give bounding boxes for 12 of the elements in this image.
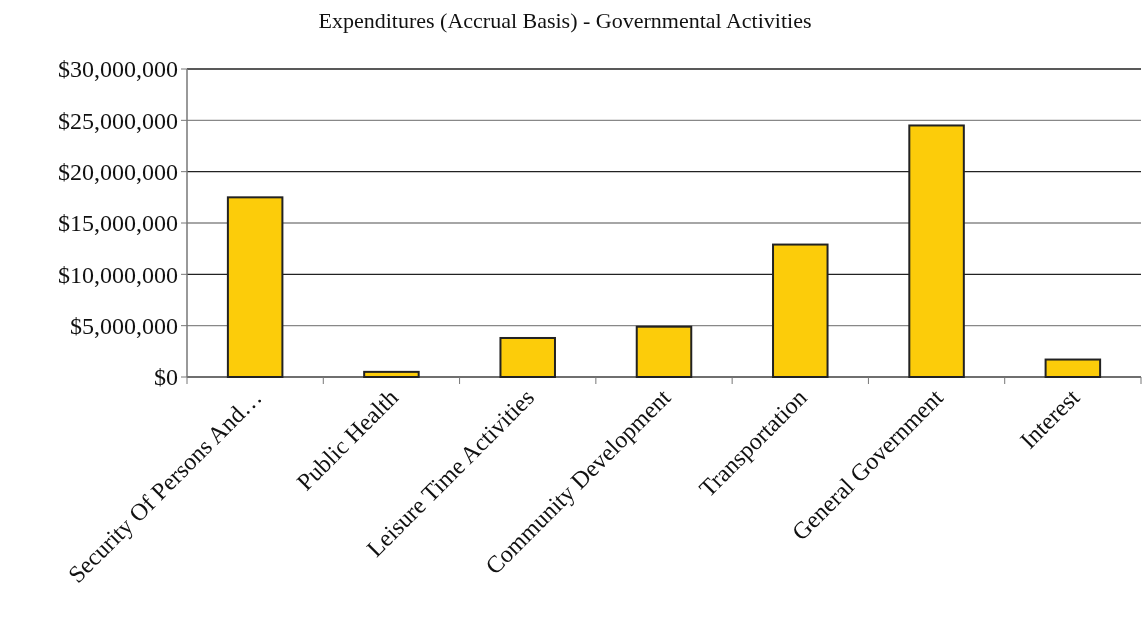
y-tick-label: $15,000,000 — [58, 210, 178, 237]
y-tick-label: $5,000,000 — [70, 313, 178, 340]
y-tick-label: $30,000,000 — [58, 56, 178, 83]
y-tick-label: $20,000,000 — [58, 159, 178, 186]
y-tick-label: $10,000,000 — [58, 261, 178, 288]
bar — [499, 336, 556, 378]
bar — [1044, 358, 1102, 378]
y-tick-label: $0 — [154, 364, 178, 391]
y-tick-label: $25,000,000 — [58, 107, 178, 134]
bar — [635, 325, 693, 378]
chart-title: Expenditures (Accrual Basis) - Governmental Activities — [318, 8, 812, 33]
bar — [363, 370, 420, 378]
